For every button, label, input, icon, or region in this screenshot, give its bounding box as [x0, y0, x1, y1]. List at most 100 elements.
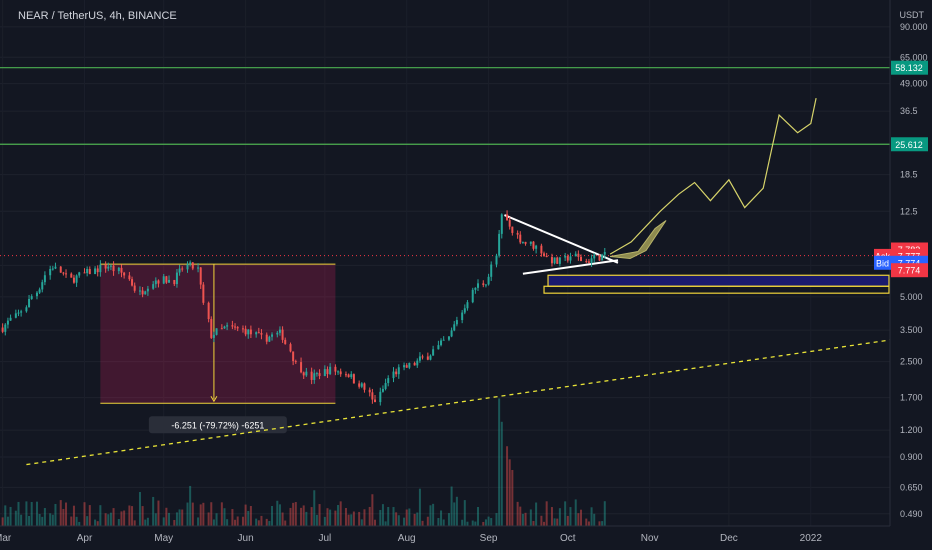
- candle-body: [247, 329, 250, 335]
- candle-body: [112, 265, 115, 272]
- volume-bar: [461, 519, 464, 526]
- candle-body: [141, 290, 144, 295]
- volume-bar: [186, 502, 189, 526]
- candle-body: [437, 345, 440, 350]
- price-tick-label: 0.900: [900, 452, 923, 462]
- volume-bar: [603, 501, 606, 526]
- candle-body: [524, 241, 527, 244]
- candle-body: [310, 371, 313, 380]
- candle-body: [455, 320, 458, 325]
- volume-bar: [416, 512, 419, 526]
- projection-arrow: [609, 220, 667, 260]
- projection-path: [609, 97, 817, 255]
- candle-body: [516, 232, 519, 235]
- volume-bar: [574, 499, 577, 526]
- candle-body: [550, 257, 553, 264]
- candle-body: [289, 344, 292, 352]
- candle-body: [450, 330, 453, 337]
- volume-bar: [334, 510, 337, 526]
- candle-body: [358, 383, 361, 387]
- candle-body: [278, 329, 281, 333]
- volume-bar: [249, 506, 252, 526]
- triangle-upper-line: [504, 214, 619, 264]
- volume-bar: [6, 516, 9, 526]
- price-label-pill: [891, 263, 928, 278]
- volume-bar: [28, 515, 31, 526]
- volume-bar: [292, 502, 295, 526]
- candle-body: [453, 324, 456, 331]
- volume-bar: [284, 520, 287, 526]
- volume-bar: [453, 502, 456, 526]
- volume-bar: [144, 519, 147, 526]
- candle-body: [25, 307, 28, 312]
- volume-bar: [220, 502, 223, 526]
- candle-body: [392, 371, 395, 379]
- volume-bar: [231, 509, 234, 526]
- candle-body: [244, 328, 247, 335]
- candle-body: [20, 311, 23, 313]
- candle-body: [442, 339, 445, 341]
- candle-body: [99, 264, 102, 273]
- volume-bar: [432, 503, 435, 526]
- candle-body: [226, 325, 229, 327]
- volume-bar: [403, 517, 406, 526]
- volume-bar: [96, 521, 99, 526]
- volume-bar: [429, 505, 432, 526]
- candle-body: [271, 334, 274, 337]
- candle-body: [17, 312, 20, 314]
- candle-body: [347, 374, 350, 378]
- volume-bar: [323, 516, 326, 526]
- price-tick-label: 2.500: [900, 357, 923, 367]
- volume-bar: [408, 508, 411, 526]
- candle-body: [255, 332, 258, 335]
- candle-body: [4, 324, 7, 332]
- candle-body: [413, 362, 416, 366]
- price-label-text: 25.612: [895, 140, 923, 150]
- volume-bar: [368, 506, 371, 526]
- candle-body: [276, 332, 279, 335]
- volume-bar: [363, 509, 366, 526]
- volume-bar: [350, 514, 353, 526]
- candle-body: [83, 272, 86, 274]
- volume-bar: [247, 510, 250, 526]
- candle-body: [212, 334, 215, 338]
- volume-bar: [337, 505, 340, 526]
- candle-body: [54, 266, 57, 269]
- volume-bar: [146, 517, 149, 526]
- volume-bar: [413, 513, 416, 526]
- volume-bar: [236, 516, 239, 526]
- candle-body: [574, 253, 577, 257]
- candle-body: [408, 362, 411, 368]
- time-tick-label: 2022: [800, 533, 823, 544]
- candle-body: [146, 288, 149, 292]
- candle-body: [72, 277, 75, 283]
- price-tick-label: 1.200: [900, 425, 923, 435]
- volume-bar: [397, 515, 400, 526]
- price-tick-label: 90.000: [900, 22, 928, 32]
- support-zone-lower: [543, 285, 890, 294]
- volume-bar: [14, 510, 17, 526]
- candle-body: [603, 252, 606, 255]
- candle-body: [490, 264, 493, 277]
- candle-body: [123, 272, 126, 276]
- candle-body: [540, 245, 543, 254]
- candle-body: [521, 241, 524, 243]
- volume-bar: [244, 504, 247, 526]
- volume-bar: [173, 519, 176, 526]
- measure-label-box: [148, 416, 287, 434]
- candle-body: [519, 234, 522, 243]
- volume-bar: [381, 504, 384, 526]
- candle-body: [88, 269, 91, 275]
- volume-bar: [268, 521, 271, 526]
- support-zone-upper: [547, 274, 890, 287]
- candle-body: [403, 365, 406, 368]
- volume-bar: [30, 502, 33, 526]
- volume-bar: [310, 507, 313, 526]
- volume-bar: [352, 511, 355, 526]
- time-axis[interactable]: Mar Apr May Jun Jul Aug Sep Oct Nov Dec 2022: [0, 525, 890, 544]
- volume-bar: [564, 501, 567, 526]
- volume-bar: [109, 512, 112, 526]
- volume-bar: [128, 505, 131, 526]
- candle-body: [168, 279, 171, 283]
